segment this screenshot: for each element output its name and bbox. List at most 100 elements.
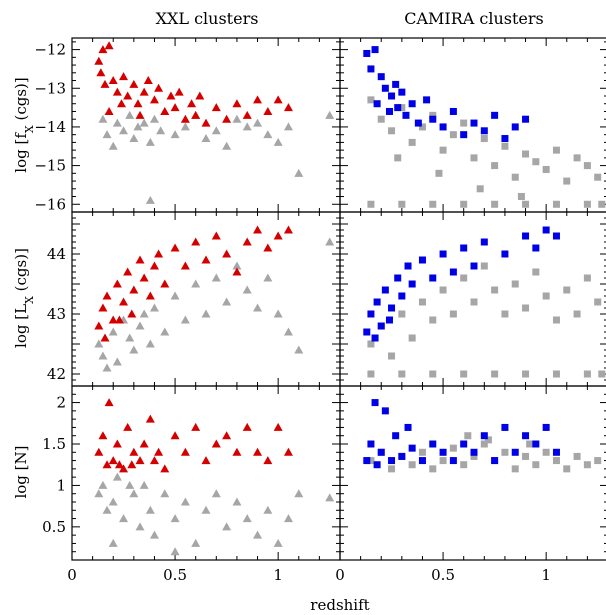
data-point	[96, 68, 106, 77]
data-point	[363, 49, 371, 57]
data-point	[367, 310, 375, 318]
data-point	[94, 56, 104, 65]
panel-xxl-lx: 42 43 44	[47, 211, 341, 387]
data-point	[123, 267, 133, 276]
data-point	[429, 370, 437, 378]
data-point	[423, 96, 431, 104]
data-point	[170, 103, 180, 112]
data-point	[573, 154, 581, 162]
data-point	[367, 457, 375, 465]
data-point	[139, 439, 149, 448]
panel-camira-n: 0 0.5 1	[335, 385, 606, 584]
data-point	[542, 448, 550, 456]
data-point	[232, 261, 242, 270]
data-point	[112, 279, 122, 288]
data-point	[263, 106, 273, 115]
data-point	[127, 309, 137, 318]
data-point	[542, 165, 550, 173]
data-point	[119, 72, 129, 81]
y-tick-label: 42	[47, 365, 66, 383]
data-point	[377, 73, 385, 81]
data-point	[222, 114, 232, 123]
data-point	[325, 237, 335, 246]
data-point	[583, 200, 591, 208]
data-point	[125, 110, 135, 119]
data-point	[273, 95, 283, 104]
data-point	[145, 291, 155, 300]
data-point	[470, 298, 478, 306]
data-point	[294, 345, 304, 354]
data-point	[552, 316, 560, 324]
data-point	[104, 41, 114, 50]
data-point	[191, 279, 201, 288]
data-point	[476, 185, 484, 193]
data-point	[363, 457, 371, 465]
data-point	[371, 46, 379, 54]
data-point	[283, 327, 293, 336]
data-point	[119, 297, 129, 306]
data-point	[388, 304, 396, 312]
data-point	[116, 99, 126, 108]
data-point	[125, 333, 135, 342]
data-point	[211, 103, 221, 112]
data-point	[129, 489, 139, 498]
data-point	[460, 131, 468, 139]
data-point	[108, 538, 118, 547]
data-point	[139, 87, 149, 96]
data-point	[511, 465, 519, 473]
data-point	[367, 440, 375, 448]
data-point	[522, 370, 530, 378]
data-point	[139, 273, 149, 282]
data-point	[180, 447, 190, 456]
data-point	[377, 115, 385, 123]
data-point	[98, 303, 108, 312]
data-point	[552, 370, 560, 378]
data-point	[480, 127, 488, 135]
data-point	[511, 448, 519, 456]
data-point	[449, 268, 457, 276]
data-point	[532, 440, 540, 448]
data-point	[201, 118, 211, 127]
data-point	[470, 452, 478, 460]
data-point	[149, 114, 159, 123]
data-point	[123, 422, 133, 431]
data-point	[98, 351, 108, 360]
data-point	[377, 322, 385, 330]
data-point	[139, 309, 149, 318]
data-point	[480, 135, 488, 143]
data-point	[191, 237, 201, 246]
data-point	[429, 316, 437, 324]
data-point	[232, 497, 242, 506]
data-point	[263, 273, 273, 282]
data-point	[381, 286, 389, 294]
data-point	[460, 440, 468, 448]
data-point	[394, 154, 402, 162]
data-point	[573, 452, 581, 460]
data-point	[232, 447, 242, 456]
data-point	[398, 104, 406, 112]
data-point	[418, 448, 426, 456]
data-point	[373, 461, 381, 469]
data-point	[135, 456, 145, 465]
data-point	[156, 126, 166, 135]
data-point	[98, 431, 108, 440]
data-point	[532, 268, 540, 276]
data-point	[464, 432, 472, 440]
data-point	[108, 315, 118, 324]
data-point	[283, 122, 293, 131]
data-point	[532, 158, 540, 166]
data-point	[522, 150, 530, 158]
data-point	[102, 291, 112, 300]
panel-camira-fx	[339, 37, 606, 213]
data-point	[408, 461, 416, 469]
data-point	[160, 489, 170, 498]
data-point	[542, 423, 550, 431]
y-tick-label: 1	[56, 476, 66, 494]
data-point	[491, 370, 499, 378]
data-point	[119, 514, 129, 523]
data-point	[367, 96, 375, 104]
data-point	[253, 447, 263, 456]
data-point	[100, 79, 110, 88]
data-point	[125, 480, 135, 489]
data-point	[160, 106, 170, 115]
